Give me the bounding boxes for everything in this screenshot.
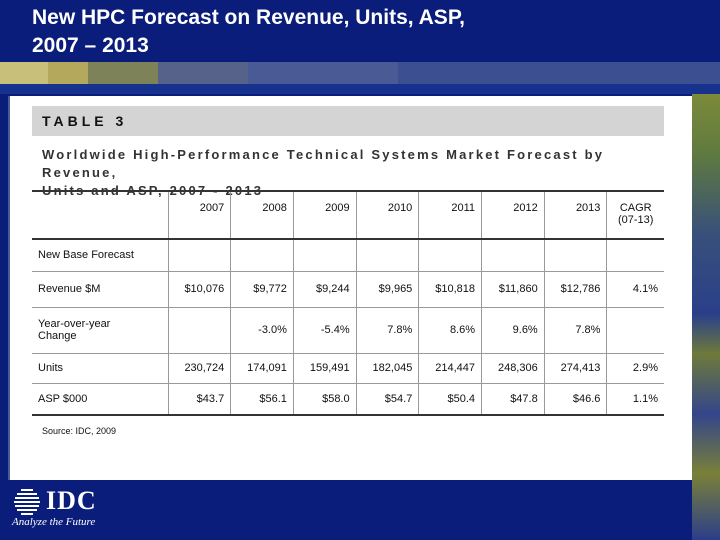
row-label: Revenue $M [32, 271, 169, 308]
table-label: TABLE 3 [42, 113, 128, 129]
cell: $54.7 [356, 383, 420, 416]
cell: $10,818 [418, 271, 483, 308]
cell: 8.6% [418, 307, 483, 354]
cagr-cell: 2.9% [606, 353, 664, 384]
cell: 159,491 [293, 353, 357, 384]
table-row-asp: ASP $000 $43.7 $56.1 $58.0 $54.7 $50.4 $… [32, 383, 664, 416]
cell: 214,447 [418, 353, 483, 384]
decorative-strip [0, 84, 720, 94]
header-cagr-line1: CAGR [619, 202, 652, 214]
cell: $11,860 [481, 271, 545, 308]
logo-tagline: Analyze the Future [12, 516, 96, 528]
cagr-cell [606, 307, 664, 354]
row-label-line2: Change [38, 330, 77, 342]
table-row-yoy: Year-over-year Change -3.0% -5.4% 7.8% 8… [32, 307, 664, 354]
cagr-cell: 1.1% [606, 383, 664, 416]
cell: 7.8% [356, 307, 420, 354]
cell: $50.4 [418, 383, 483, 416]
globe-lines-icon [14, 489, 40, 515]
row-label-line1: Year-over-year [38, 318, 111, 330]
header-year: 2010 [356, 190, 420, 240]
table-row-revenue: Revenue $M $10,076 $9,772 $9,244 $9,965 … [32, 271, 664, 308]
cell: $46.6 [544, 383, 608, 416]
cell: $10,076 [168, 271, 232, 308]
cell: $9,244 [293, 271, 357, 308]
cell: -3.0% [230, 307, 294, 354]
cell: 7.8% [544, 307, 608, 354]
cell: $43.7 [168, 383, 232, 416]
cell: -5.4% [293, 307, 357, 354]
row-label: Units [32, 353, 169, 384]
cell: $47.8 [481, 383, 545, 416]
decorative-right-strip [692, 94, 720, 540]
cell: $12,786 [544, 271, 608, 308]
slide-title: New HPC Forecast on Revenue, Units, ASP,… [32, 4, 465, 60]
source-note: Source: IDC, 2009 [42, 426, 117, 436]
header-empty-cell [32, 190, 169, 240]
cell: $56.1 [230, 383, 294, 416]
slide-title-line1: New HPC Forecast on Revenue, Units, ASP, [32, 6, 465, 29]
paper-edge [8, 96, 10, 480]
table-header-row: 2007 2008 2009 2010 2011 2012 2013 CAGR … [32, 190, 664, 240]
cell: $58.0 [293, 383, 357, 416]
header-year: 2013 [544, 190, 608, 240]
idc-logo: IDC [46, 486, 97, 515]
forecast-table: 2007 2008 2009 2010 2011 2012 2013 CAGR … [32, 190, 664, 416]
table-subtitle-line1: Worldwide High-Performance Technical Sys… [42, 147, 605, 180]
header-year: 2007 [168, 190, 232, 240]
cagr-cell: 4.1% [606, 271, 664, 308]
cell: 248,306 [481, 353, 545, 384]
header-year: 2009 [293, 190, 357, 240]
cell: 182,045 [356, 353, 420, 384]
cell: 274,413 [544, 353, 608, 384]
header-cagr: CAGR (07-13) [606, 190, 664, 240]
cell [168, 307, 232, 354]
header-cagr-line2: (07-13) [617, 214, 654, 226]
header-year: 2008 [230, 190, 294, 240]
cell: $9,772 [230, 271, 294, 308]
row-label: Year-over-year Change [32, 307, 169, 354]
table-row-group: New Base Forecast [32, 239, 664, 272]
cell: 230,724 [168, 353, 232, 384]
footer-bar [0, 480, 692, 540]
group-label: New Base Forecast [32, 239, 169, 272]
table-row-units: Units 230,724 174,091 159,491 182,045 21… [32, 353, 664, 384]
table-label-bar: TABLE 3 [32, 106, 664, 136]
header-year: 2012 [481, 190, 545, 240]
cell: 9.6% [481, 307, 545, 354]
cell: $9,965 [356, 271, 420, 308]
header-year: 2011 [418, 190, 483, 240]
cell: 174,091 [230, 353, 294, 384]
row-label: ASP $000 [32, 383, 169, 416]
slide-title-line2: 2007 – 2013 [32, 34, 149, 57]
